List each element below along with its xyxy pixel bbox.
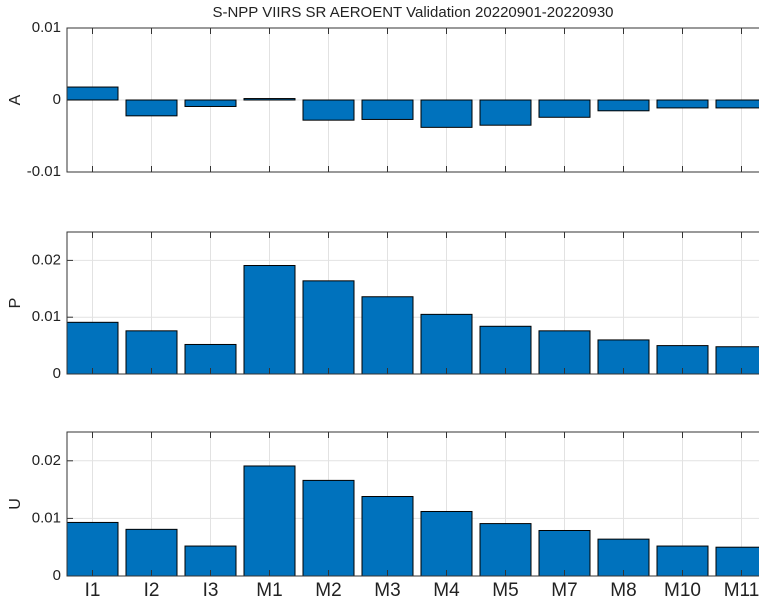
bar	[302, 99, 355, 121]
y-tick-label: -0.01	[27, 163, 61, 180]
axes-box	[66, 27, 759, 173]
axes-box	[66, 431, 759, 577]
bar	[479, 99, 532, 126]
bar	[656, 99, 709, 109]
bar	[538, 99, 591, 118]
chart-title: S-NPP VIIRS SR AEROENT Validation 202209…	[212, 4, 613, 21]
bar	[361, 99, 414, 120]
y-tick-label: 0.01	[32, 509, 61, 526]
y-tick-label: 0	[53, 365, 61, 382]
y-axis-label: P	[7, 298, 24, 309]
y-tick-label: 0	[53, 567, 61, 584]
y-tick-label: 0.02	[32, 251, 61, 268]
subplot: 0 0.01 0.02 P	[7, 231, 759, 382]
x-tick-label: M11	[724, 580, 759, 599]
bar	[479, 325, 532, 375]
bar	[420, 313, 473, 375]
bar	[184, 99, 237, 107]
bar	[420, 510, 473, 577]
bar	[597, 99, 650, 112]
bar	[479, 523, 532, 577]
bar	[66, 521, 119, 577]
x-tick-label: M7	[551, 580, 577, 599]
bar	[125, 330, 178, 375]
y-axis-label: A	[7, 94, 24, 105]
x-tick-label: M8	[610, 580, 636, 599]
subplot: 0 0.01 0.02 I1 I2 I3 M1 M2 M3 M4 M5 M7 M8 M10 M11 U	[7, 431, 759, 599]
x-tick-label: M5	[492, 580, 518, 599]
bar	[125, 528, 178, 577]
x-tick-label: M4	[433, 580, 460, 599]
y-tick-label: 0	[53, 91, 61, 108]
x-tick-label: M2	[315, 580, 341, 599]
y-tick-label: 0.02	[32, 452, 61, 469]
bar	[361, 496, 414, 577]
x-tick-label: M1	[256, 580, 282, 599]
x-tick-label: M3	[374, 580, 400, 599]
x-tick-label: I3	[203, 580, 219, 599]
y-tick-label: 0.01	[32, 19, 61, 36]
bar	[715, 99, 759, 109]
bar	[125, 99, 178, 117]
bar	[66, 86, 119, 101]
subplot: -0.01 0 0.01 A	[7, 19, 759, 180]
bar	[715, 346, 759, 375]
bar	[715, 546, 759, 577]
bar	[243, 465, 296, 577]
bar	[243, 265, 296, 375]
x-tick-label: M10	[664, 580, 701, 599]
x-tick-label: I1	[85, 580, 101, 599]
bar	[420, 99, 473, 128]
bar	[361, 296, 414, 375]
x-tick-label: I2	[144, 580, 160, 599]
y-axis-label: U	[7, 498, 24, 510]
bar	[66, 321, 119, 375]
bar	[302, 479, 355, 577]
axes-box	[66, 231, 759, 375]
bar	[656, 545, 709, 577]
bar	[538, 330, 591, 375]
y-tick-label: 0.01	[32, 308, 61, 325]
bar	[538, 529, 591, 577]
bar	[243, 98, 296, 101]
bar	[302, 280, 355, 375]
